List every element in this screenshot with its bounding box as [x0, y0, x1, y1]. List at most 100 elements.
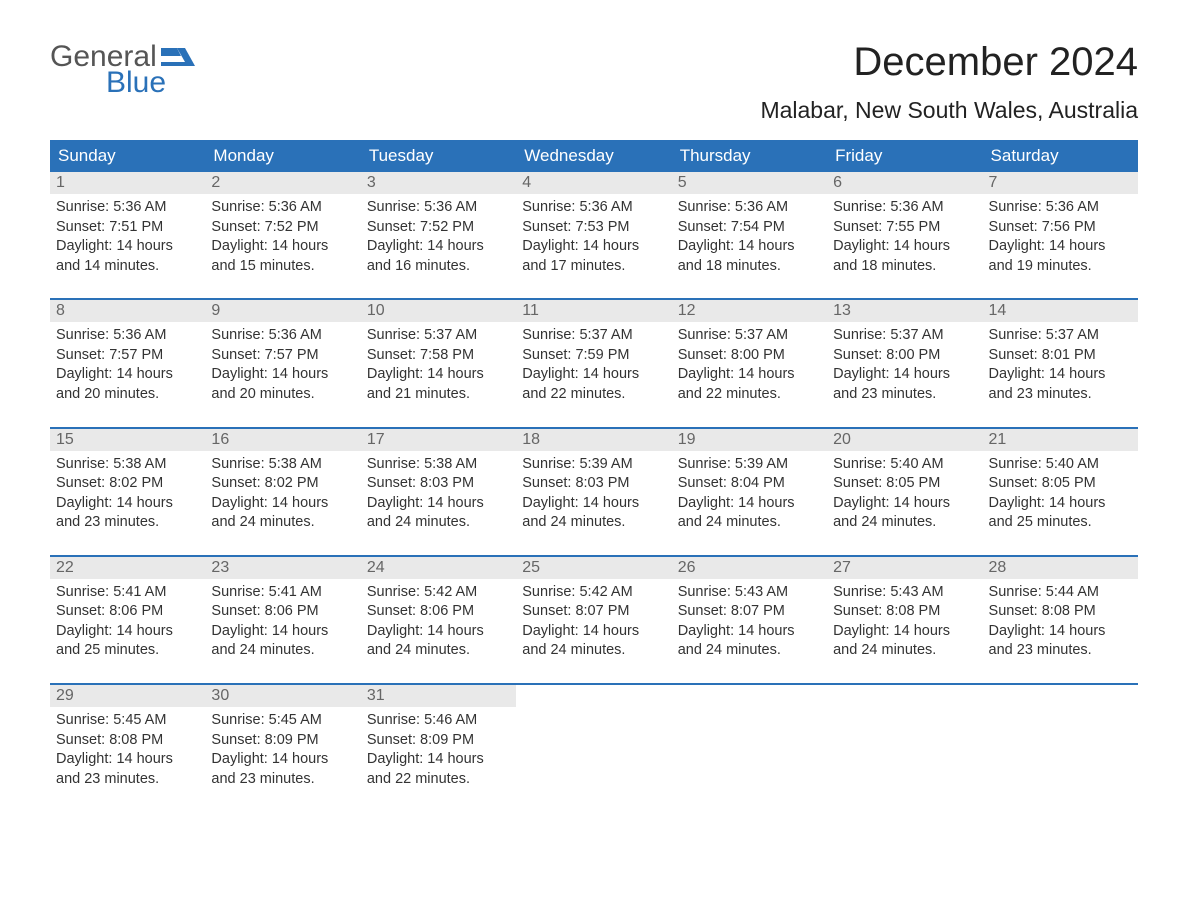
sunrise-line: Sunrise: 5:42 AM	[522, 583, 665, 603]
calendar-day-cell: 4Sunrise: 5:36 AMSunset: 7:53 PMDaylight…	[516, 172, 671, 280]
day-details: Sunrise: 5:38 AMSunset: 8:02 PMDaylight:…	[205, 451, 360, 537]
day-details: Sunrise: 5:36 AMSunset: 7:57 PMDaylight:…	[205, 322, 360, 408]
sunrise-line: Sunrise: 5:36 AM	[56, 198, 199, 218]
dow-header-cell: Monday	[205, 140, 360, 172]
daylight-line: Daylight: 14 hours and 20 minutes.	[56, 365, 199, 404]
daylight-line: Daylight: 14 hours and 24 minutes.	[833, 494, 976, 533]
day-details: Sunrise: 5:36 AMSunset: 7:57 PMDaylight:…	[50, 322, 205, 408]
sunrise-line: Sunrise: 5:39 AM	[678, 455, 821, 475]
sunset-line: Sunset: 7:59 PM	[522, 346, 665, 366]
day-number: 26	[678, 559, 696, 576]
calendar-day-cell: 8 Sunrise: 5:36 AMSunset: 7:57 PMDaylight…	[50, 300, 205, 408]
sunset-line: Sunset: 8:01 PM	[989, 346, 1132, 366]
sunrise-line: Sunrise: 5:36 AM	[211, 326, 354, 346]
day-number: 3	[367, 174, 376, 191]
calendar-day-cell	[516, 685, 671, 793]
daylight-line: Daylight: 14 hours and 24 minutes.	[367, 494, 510, 533]
sunrise-line: Sunrise: 5:36 AM	[211, 198, 354, 218]
sunrise-line: Sunrise: 5:39 AM	[522, 455, 665, 475]
calendar-day-cell: 2 Sunrise: 5:36 AMSunset: 7:52 PMDaylight…	[205, 172, 360, 280]
calendar-day-cell: 15Sunrise: 5:38 AMSunset: 8:02 PMDayligh…	[50, 429, 205, 537]
sunrise-line: Sunrise: 5:36 AM	[678, 198, 821, 218]
sunrise-line: Sunrise: 5:36 AM	[989, 198, 1132, 218]
day-number: 24	[367, 559, 385, 576]
day-details: Sunrise: 5:37 AMSunset: 8:00 PMDaylight:…	[672, 322, 827, 408]
header: General Blue December 2024 Malabar, New …	[50, 40, 1138, 124]
dow-header-cell: Friday	[827, 140, 982, 172]
calendar-day-cell: 27Sunrise: 5:43 AMSunset: 8:08 PMDayligh…	[827, 557, 982, 665]
sunset-line: Sunset: 8:08 PM	[989, 602, 1132, 622]
sunrise-line: Sunrise: 5:38 AM	[367, 455, 510, 475]
day-number: 16	[211, 431, 229, 448]
sunset-line: Sunset: 7:54 PM	[678, 218, 821, 238]
sunset-line: Sunset: 7:53 PM	[522, 218, 665, 238]
sunset-line: Sunset: 8:03 PM	[367, 474, 510, 494]
sunset-line: Sunset: 7:52 PM	[211, 218, 354, 238]
day-number: 8	[56, 302, 65, 319]
sunset-line: Sunset: 7:52 PM	[367, 218, 510, 238]
sunset-line: Sunset: 8:09 PM	[211, 731, 354, 751]
sunrise-line: Sunrise: 5:37 AM	[833, 326, 976, 346]
daylight-line: Daylight: 14 hours and 21 minutes.	[367, 365, 510, 404]
sunset-line: Sunset: 8:06 PM	[56, 602, 199, 622]
day-number: 7	[989, 174, 998, 191]
calendar-day-cell: 10 Sunrise: 5:37 AMSunset: 7:58 PMDayligh…	[361, 300, 516, 408]
calendar-day-cell: 17 Sunrise: 5:38 AMSunset: 8:03 PMDayligh…	[361, 429, 516, 537]
logo: General Blue	[50, 40, 195, 100]
daylight-line: Daylight: 14 hours and 22 minutes.	[522, 365, 665, 404]
dow-header-cell: Wednesday	[516, 140, 671, 172]
calendar-grid: SundayMondayTuesdayWednesdayThursdayFrid…	[50, 140, 1138, 793]
calendar-day-cell: 23Sunrise: 5:41 AMSunset: 8:06 PMDayligh…	[205, 557, 360, 665]
day-number: 31	[367, 687, 385, 704]
day-details: Sunrise: 5:41 AMSunset: 8:06 PMDaylight:…	[205, 579, 360, 665]
day-number: 17	[367, 431, 385, 448]
day-number: 1	[56, 174, 65, 191]
sunset-line: Sunset: 7:58 PM	[367, 346, 510, 366]
daylight-line: Daylight: 14 hours and 16 minutes.	[367, 237, 510, 276]
sunrise-line: Sunrise: 5:37 AM	[367, 326, 510, 346]
day-details: Sunrise: 5:44 AMSunset: 8:08 PMDaylight:…	[983, 579, 1138, 665]
calendar-week-row: 8Sunrise: 5:36 AMSunset: 7:57 PMDaylight…	[50, 298, 1138, 408]
day-number: 21	[989, 431, 1007, 448]
day-details: Sunrise: 5:45 AMSunset: 8:09 PMDaylight:…	[205, 707, 360, 793]
daylight-line: Daylight: 14 hours and 15 minutes.	[211, 237, 354, 276]
daylight-line: Daylight: 14 hours and 24 minutes.	[678, 622, 821, 661]
calendar-day-cell: 1Sunrise: 5:36 AMSunset: 7:51 PMDaylight…	[50, 172, 205, 280]
calendar-day-cell	[827, 685, 982, 793]
daylight-line: Daylight: 14 hours and 20 minutes.	[211, 365, 354, 404]
daylight-line: Daylight: 14 hours and 24 minutes.	[522, 622, 665, 661]
day-details: Sunrise: 5:39 AMSunset: 8:04 PMDaylight:…	[672, 451, 827, 537]
dow-header-cell: Tuesday	[361, 140, 516, 172]
daylight-line: Daylight: 14 hours and 25 minutes.	[56, 622, 199, 661]
sunrise-line: Sunrise: 5:45 AM	[211, 711, 354, 731]
daylight-line: Daylight: 14 hours and 23 minutes.	[989, 622, 1132, 661]
day-number: 10	[367, 302, 385, 319]
calendar-day-cell: 28 Sunrise: 5:44 AMSunset: 8:08 PMDayligh…	[983, 557, 1138, 665]
calendar-day-cell: 31 Sunrise: 5:46 AMSunset: 8:09 PMDayligh…	[361, 685, 516, 793]
daylight-line: Daylight: 14 hours and 22 minutes.	[367, 750, 510, 789]
day-number: 28	[989, 559, 1007, 576]
daylight-line: Daylight: 14 hours and 24 minutes.	[522, 494, 665, 533]
day-number: 18	[522, 431, 540, 448]
sunset-line: Sunset: 8:04 PM	[678, 474, 821, 494]
calendar-day-cell: 9Sunrise: 5:36 AMSunset: 7:57 PMDaylight…	[205, 300, 360, 408]
calendar-week-row: 1Sunrise: 5:36 AMSunset: 7:51 PMDaylight…	[50, 172, 1138, 280]
day-number: 14	[989, 302, 1007, 319]
day-number: 19	[678, 431, 696, 448]
sunset-line: Sunset: 8:05 PM	[833, 474, 976, 494]
daylight-line: Daylight: 14 hours and 22 minutes.	[678, 365, 821, 404]
sunrise-line: Sunrise: 5:37 AM	[522, 326, 665, 346]
sunrise-line: Sunrise: 5:36 AM	[56, 326, 199, 346]
sunset-line: Sunset: 8:05 PM	[989, 474, 1132, 494]
sunset-line: Sunset: 7:57 PM	[211, 346, 354, 366]
sunrise-line: Sunrise: 5:42 AM	[367, 583, 510, 603]
day-details: Sunrise: 5:46 AMSunset: 8:09 PMDaylight:…	[361, 707, 516, 793]
daylight-line: Daylight: 14 hours and 24 minutes.	[211, 622, 354, 661]
sunrise-line: Sunrise: 5:40 AM	[989, 455, 1132, 475]
day-number: 4	[522, 174, 531, 191]
day-details: Sunrise: 5:36 AMSunset: 7:55 PMDaylight:…	[827, 194, 982, 280]
day-number: 5	[678, 174, 687, 191]
day-number: 30	[211, 687, 229, 704]
day-number: 2	[211, 174, 220, 191]
daylight-line: Daylight: 14 hours and 19 minutes.	[989, 237, 1132, 276]
